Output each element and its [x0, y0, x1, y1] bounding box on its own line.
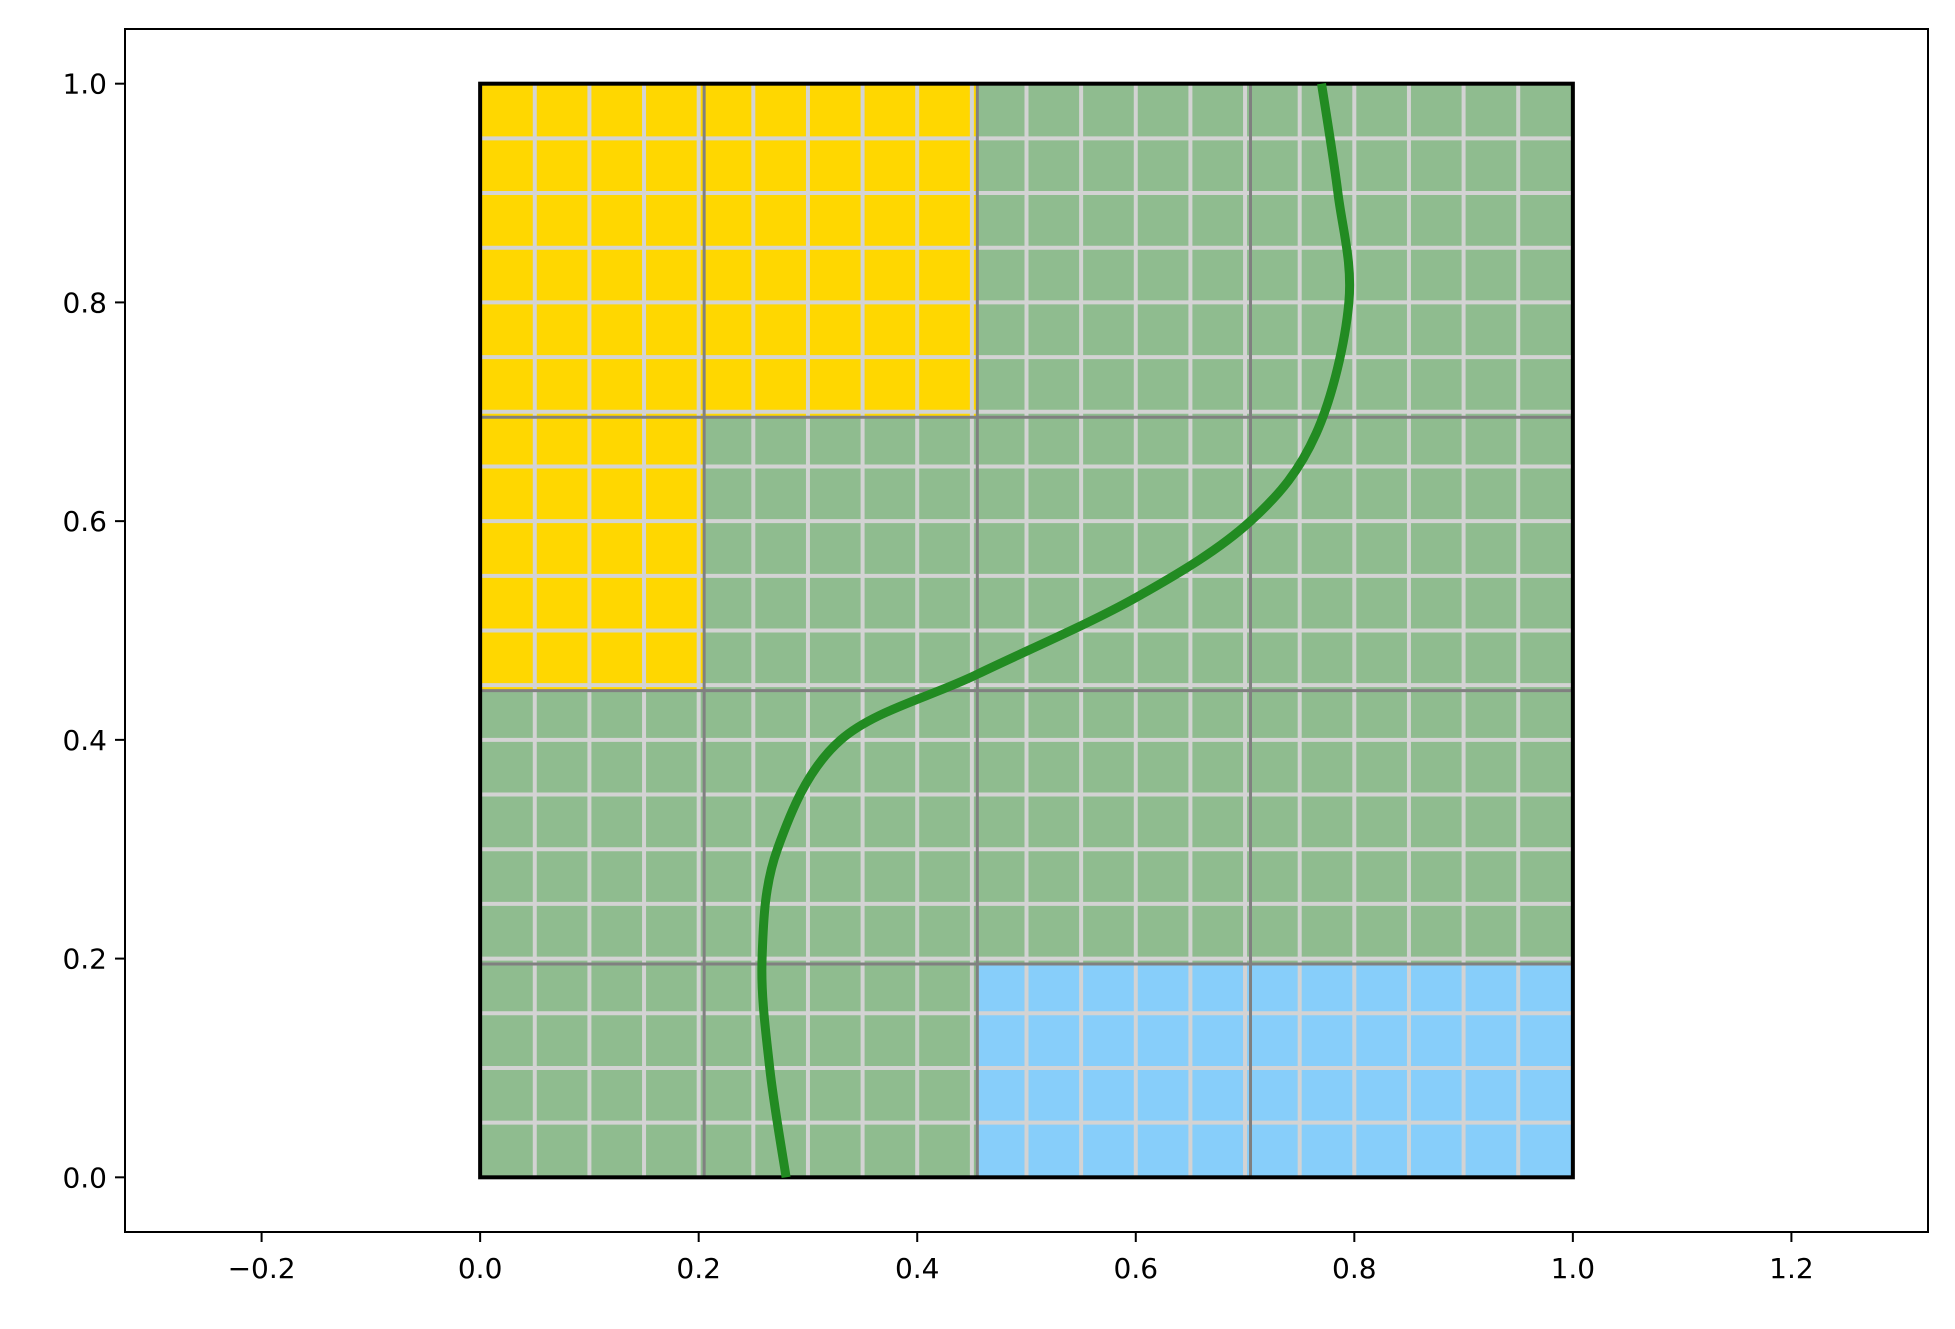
- region-cell-1: [704, 964, 978, 1178]
- region-cell-9: [704, 417, 978, 691]
- region-cell-5: [704, 690, 978, 965]
- domain-boundary-rect: [478, 81, 1575, 1180]
- y-tick-label: 0.2: [62, 943, 107, 976]
- y-tick-label: 0.8: [62, 286, 107, 319]
- region-cell-8: [480, 417, 705, 691]
- x-axis-ticks: −0.2 0.0 0.2 0.4 0.6 0.8 1.0 1.2: [228, 1232, 1814, 1285]
- x-tick-label: −0.2: [228, 1252, 296, 1285]
- coarse-grid: [480, 83, 1573, 1178]
- curve-line: [757, 83, 1355, 1178]
- y-tick-label: 1.0: [62, 68, 107, 101]
- x-tick-label: 1.2: [1769, 1252, 1814, 1285]
- y-tick-label: 0.0: [62, 1161, 107, 1194]
- x-tick-label: 0.8: [1332, 1252, 1377, 1285]
- x-tick-label: 0.6: [1114, 1252, 1159, 1285]
- y-tick-label: 0.6: [62, 505, 107, 538]
- plot-frame: [124, 28, 1929, 1233]
- x-tick-label: 1.0: [1551, 1252, 1596, 1285]
- region-cell-4: [480, 690, 705, 965]
- region-cell-13: [704, 83, 978, 418]
- domain-boundary: [478, 81, 1575, 1180]
- region-cell-6: [977, 690, 1251, 965]
- curve-series: [757, 83, 1355, 1178]
- region-cell-12: [480, 83, 705, 418]
- x-tick-label: 0.2: [676, 1252, 721, 1285]
- region-cell-14: [977, 83, 1251, 418]
- region-cell-2: [977, 964, 1251, 1178]
- fine-grid: [480, 83, 1573, 1178]
- y-tick-label: 0.4: [62, 724, 107, 757]
- y-axis-ticks: 0.0 0.2 0.4 0.6 0.8 1.0: [62, 68, 125, 1194]
- x-tick-label: 0.0: [458, 1252, 503, 1285]
- region-cell-0: [480, 964, 705, 1178]
- x-tick-label: 0.4: [895, 1252, 940, 1285]
